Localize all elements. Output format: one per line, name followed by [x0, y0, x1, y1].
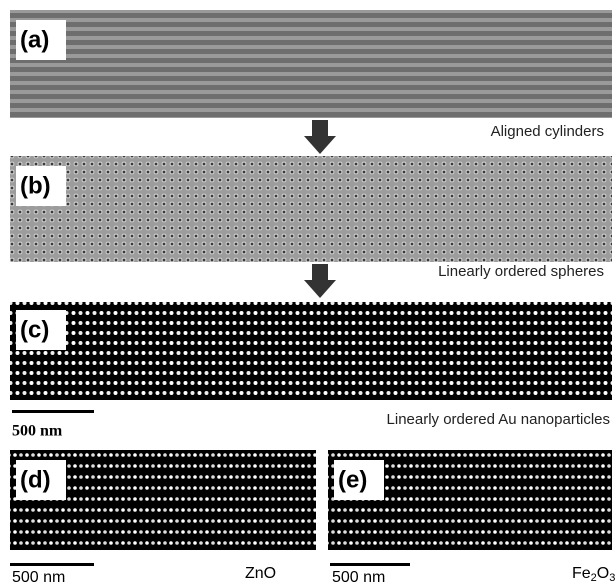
panel-label: (e)	[338, 466, 367, 493]
scale-bar	[330, 563, 410, 566]
formula-part: ZnO	[245, 565, 276, 582]
scale-bar-label: 500 nm	[12, 569, 65, 586]
arrow	[304, 120, 336, 154]
panel-label: (b)	[20, 172, 51, 199]
caption: Linearly ordered Au nanoparticles	[387, 411, 610, 428]
material-label: ZnO	[245, 565, 276, 582]
arrow	[304, 264, 336, 298]
scale-bar	[10, 563, 94, 566]
panel-label: (c)	[20, 316, 49, 343]
formula-part: O	[597, 565, 609, 582]
figure: (a) Aligned cylinders (b) Linearly order…	[0, 0, 616, 586]
scale-bar-label: 500 nm	[332, 569, 385, 586]
formula-part: Fe	[572, 565, 591, 582]
caption: Linearly ordered spheres	[438, 263, 604, 280]
panel-label: (a)	[20, 26, 49, 53]
caption: Aligned cylinders	[491, 123, 604, 140]
panel-image	[10, 10, 612, 118]
scale-bar	[12, 410, 94, 413]
panel-image	[10, 156, 612, 262]
scale-bar-label: 500 nm	[12, 423, 63, 440]
panel-image	[10, 302, 612, 400]
material-label: Fe2O3	[572, 565, 615, 584]
subscript: 3	[609, 572, 615, 584]
panel-label: (d)	[20, 466, 51, 493]
